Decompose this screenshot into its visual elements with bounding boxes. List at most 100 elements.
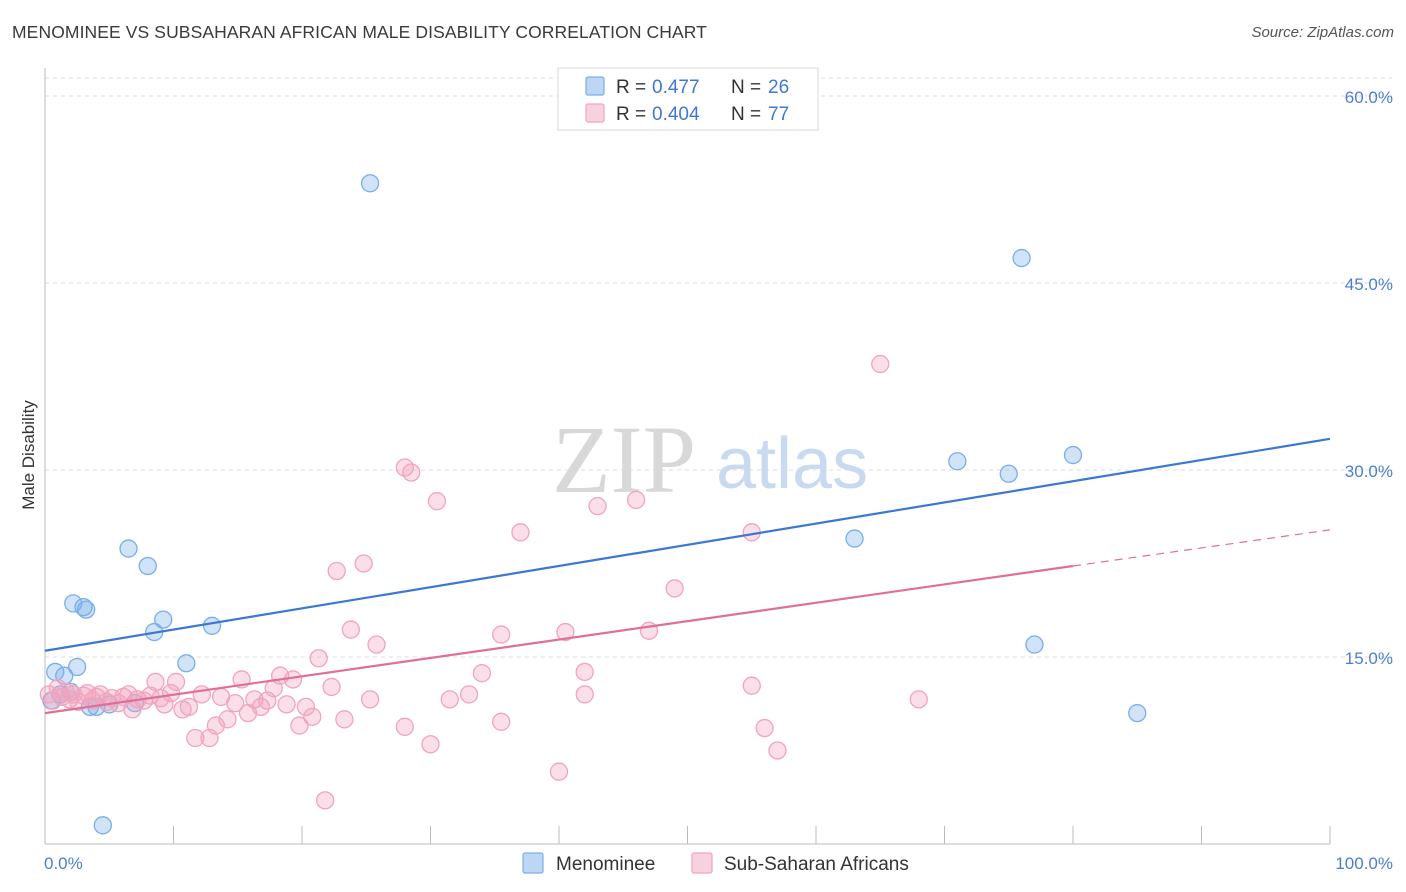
menominee-point <box>999 464 1018 483</box>
subsaharan-point <box>742 676 761 695</box>
subsaharan-point <box>909 690 928 709</box>
menominee-point <box>1128 703 1147 723</box>
legend-r-value: 0.477 <box>652 77 700 98</box>
subsaharan-point <box>315 791 335 810</box>
y-tick-label: 45.0% <box>1345 275 1393 294</box>
y-tick-label: 30.0% <box>1345 462 1393 481</box>
x-tick-labels: 0.0% 100.0% <box>44 854 1393 873</box>
subsaharan-point <box>277 695 296 714</box>
subsaharan-point <box>186 728 205 748</box>
subsaharan-point <box>511 523 530 542</box>
legend-n-value: 77 <box>768 104 789 125</box>
menominee-point <box>1063 445 1083 465</box>
subsaharan-point <box>588 497 607 516</box>
subsaharan-point <box>146 672 165 692</box>
trend-lines <box>44 437 1331 715</box>
chart-title: MENOMINEE VS SUBSAHARAN AFRICAN MALE DIS… <box>12 22 707 42</box>
watermark-atlas: atlas <box>716 424 868 504</box>
subsaharan-trend-extension <box>1072 529 1331 567</box>
subsaharan-point <box>402 463 421 482</box>
menominee-point <box>93 816 112 835</box>
bottom-legend-swatch <box>691 852 713 874</box>
subsaharan-point <box>665 579 684 598</box>
subsaharan-point <box>296 697 316 717</box>
menominee-point <box>1025 635 1044 654</box>
subsaharan-point <box>192 685 211 704</box>
subsaharan-point <box>367 635 386 654</box>
legend-swatch <box>585 76 605 96</box>
menominee-point <box>67 657 87 677</box>
subsaharan-point <box>341 620 360 639</box>
legend-r-value: 0.404 <box>652 104 700 125</box>
legend-r-label: R = <box>616 77 646 98</box>
subsaharan-point <box>218 710 237 729</box>
subsaharan-point <box>360 690 380 709</box>
subsaharan-point <box>575 662 594 682</box>
bottom-legend: Menominee Sub-Saharan Africans <box>522 852 909 875</box>
subsaharan-point <box>179 697 199 717</box>
subsaharan-point <box>427 492 447 511</box>
y-axis-title: Male Disability <box>19 400 38 510</box>
subsaharan-point <box>206 716 226 735</box>
legend-r-label: R = <box>616 104 646 125</box>
menominee-point <box>76 600 96 619</box>
subsaharan-point <box>119 685 138 704</box>
subsaharan-trend-line <box>44 564 1074 715</box>
menominee-point <box>119 539 138 558</box>
subsaharan-point <box>871 354 890 374</box>
y-tick-label: 15.0% <box>1345 649 1393 668</box>
grid-lines <box>45 77 1392 658</box>
subsaharan-point <box>335 710 354 729</box>
subsaharan-point <box>290 716 309 735</box>
subsaharan-point <box>354 554 373 573</box>
x-tick-label: 0.0% <box>44 854 83 873</box>
subsaharan-point <box>421 735 440 754</box>
subsaharan-point <box>626 490 646 510</box>
source-label: Source: ZipAtlas.com <box>1251 24 1394 41</box>
subsaharan-point <box>327 561 346 581</box>
bottom-legend-label: Sub-Saharan Africans <box>724 854 909 875</box>
subsaharan-point <box>472 664 492 683</box>
menominee-point <box>360 174 380 193</box>
menominee-point <box>202 616 222 635</box>
menominee-point <box>948 452 967 471</box>
legend-n-label: N = <box>731 77 761 98</box>
subsaharan-point <box>440 690 459 709</box>
menominee-point <box>74 597 93 617</box>
menominee-point <box>138 556 157 576</box>
subsaharan-point <box>226 693 245 713</box>
subsaharan-point <box>459 685 479 704</box>
subsaharan-point <box>755 718 774 738</box>
subsaharan-point <box>768 741 787 760</box>
bottom-legend-label: Menominee <box>556 854 655 875</box>
legend-swatch <box>585 103 605 123</box>
bottom-legend-swatch <box>522 852 544 874</box>
subsaharan-point <box>556 622 575 642</box>
subsaharan-point <box>575 685 594 704</box>
menominee-point <box>845 529 864 548</box>
subsaharan-point <box>166 672 186 692</box>
axes <box>44 68 1331 845</box>
subsaharan-point <box>549 762 569 781</box>
subsaharan-point <box>91 685 110 704</box>
data-points <box>39 174 1147 835</box>
legend: R = 0.477 N = 26 R = 0.404 N = 77 <box>557 67 819 131</box>
subsaharan-point <box>322 677 341 697</box>
menominee-trend-line <box>44 437 1331 652</box>
watermark-zip: ZIP <box>552 406 696 513</box>
legend-n-label: N = <box>731 104 761 125</box>
subsaharan-point <box>492 625 511 644</box>
subsaharan-point <box>395 717 414 736</box>
legend-n-value: 26 <box>768 77 789 98</box>
subsaharan-point <box>303 707 322 726</box>
subsaharan-point <box>309 649 328 668</box>
menominee-point <box>177 654 196 673</box>
y-tick-labels: 15.0% 30.0% 45.0% 60.0% <box>1345 88 1393 668</box>
x-tick-label: 100.0% <box>1335 854 1393 873</box>
menominee-point <box>154 610 173 629</box>
watermark: ZIP atlas <box>552 406 868 513</box>
y-tick-label: 60.0% <box>1345 88 1393 107</box>
subsaharan-point <box>492 712 511 731</box>
menominee-point <box>1012 248 1031 268</box>
